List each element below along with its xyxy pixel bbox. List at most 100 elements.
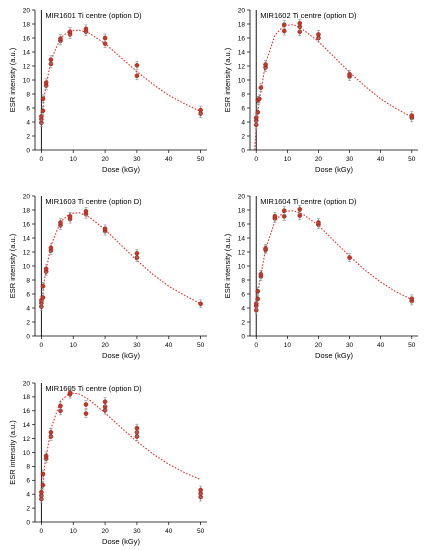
x-tick-label: 40 [165,156,173,163]
y-tick-label: 0 [241,147,245,154]
y-axis-label: ESR intensity (a.u.) [8,233,17,298]
data-point [43,80,49,86]
data-point [39,489,44,495]
data-point [58,220,63,225]
data-point [67,390,73,396]
data-point [102,35,108,41]
data-point [316,220,321,225]
data-point [40,108,46,114]
data-point [263,246,268,251]
data-point [316,32,321,37]
y-tick-label: 20 [238,7,246,14]
y-tick-label: 8 [26,464,30,471]
data-point [281,28,287,34]
data-point [83,411,89,416]
data-point [198,487,203,493]
y-tick-label: 12 [23,249,31,256]
y-tick-label: 16 [23,221,31,228]
data-point [258,272,264,277]
data-point [255,288,261,294]
x-tick-label: 30 [346,342,354,349]
x-tick-label: 10 [70,156,78,163]
y-tick-label: 14 [238,49,246,56]
x-tick-label: 30 [133,528,141,535]
data-point [257,96,262,102]
x-axis-label: Dose (kGy) [102,351,140,360]
y-tick-label: 10 [238,77,246,84]
panel-title: MIR1604 Ti centre (option D) [260,197,357,206]
y-tick-label: 6 [241,105,245,112]
data-point [40,96,46,102]
x-tick-label: 20 [101,342,109,349]
chart-panel-1: 0 10 20 30 40 50 0 2 4 6 8 10 12 14 16 18 20 Dose (kGy) ES… [8,7,207,174]
y-tick-label: 0 [241,333,245,340]
data-point [253,115,259,121]
y-tick-label: 20 [23,193,31,200]
panel-title: MIR1605 Ti centre (option D) [45,384,142,393]
y-tick-label: 20 [23,380,31,387]
y-tick-label: 8 [241,91,245,98]
y-tick-label: 18 [23,21,31,28]
y-axis-label: ESR intensity (a.u.) [223,47,232,112]
panel-title: MIR1602 Ti centre (option D) [260,11,357,20]
y-tick-label: 6 [26,478,30,485]
fit-curve [40,29,201,123]
x-tick-label: 10 [70,528,78,535]
y-tick-label: 8 [26,277,30,284]
y-tick-label: 8 [26,91,30,98]
y-tick-label: 16 [23,35,31,42]
y-tick-label: 20 [23,7,31,14]
y-tick-label: 20 [238,193,246,200]
data-point [39,114,44,119]
y-tick-label: 14 [23,49,31,56]
x-tick-label: 30 [346,156,354,163]
data-point [297,213,303,218]
y-tick-label: 16 [238,221,246,228]
data-point [67,29,73,35]
data-point [40,295,46,300]
x-tick-label: 0 [254,342,258,349]
y-tick-label: 14 [23,422,31,429]
x-tick-label: 0 [254,156,258,163]
data-point [255,109,261,115]
fit-curve [40,212,201,307]
data-point [83,26,89,32]
data-point [263,62,268,67]
chart-panel-5: 0 10 20 30 40 50 0 2 4 6 8 10 12 14 16 18 20 Dose (kGy) ES… [8,380,207,546]
y-tick-label: 4 [26,119,30,126]
x-axis-label: Dose (kGy) [315,165,353,174]
x-tick-label: 50 [197,342,205,349]
y-tick-label: 6 [26,291,30,298]
data-point [58,403,63,409]
y-tick-label: 14 [23,235,31,242]
x-tick-label: 40 [377,342,385,349]
y-tick-label: 2 [26,133,30,140]
x-tick-label: 50 [408,156,416,163]
panel-title: MIR1603 Ti centre (option D) [45,197,142,206]
y-tick-label: 10 [23,450,31,457]
x-axis-label: Dose (kGy) [315,351,353,360]
x-tick-label: 20 [101,528,109,535]
data-point [40,482,46,488]
y-tick-label: 2 [26,505,30,512]
x-tick-label: 40 [377,156,385,163]
data-point [102,226,108,232]
data-point [43,453,49,459]
y-tick-label: 10 [23,263,31,270]
y-tick-label: 18 [23,207,31,214]
data-point [83,402,89,407]
x-axis-label: Dose (kGy) [102,537,140,546]
y-tick-label: 8 [241,277,245,284]
data-point [281,22,287,28]
x-tick-label: 40 [165,342,173,349]
data-point [281,208,287,213]
y-tick-label: 18 [23,394,31,401]
y-tick-label: 10 [23,77,31,84]
y-tick-label: 0 [26,147,30,154]
x-tick-label: 50 [408,342,416,349]
x-tick-label: 30 [133,156,141,163]
x-tick-label: 20 [101,156,109,163]
data-point [134,425,140,431]
data-point [102,399,108,405]
data-point [43,266,49,272]
